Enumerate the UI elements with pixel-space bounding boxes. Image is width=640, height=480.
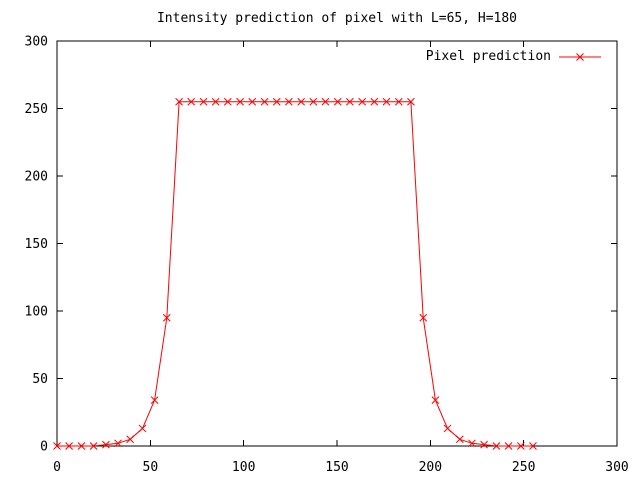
data-point-marker <box>150 396 159 404</box>
data-point-marker <box>321 97 330 106</box>
data-point-marker <box>175 97 183 106</box>
y-axis-tick-label: 50 <box>32 372 48 387</box>
y-axis-tick-label: 300 <box>25 35 48 50</box>
data-point-marker <box>77 442 86 450</box>
x-axis-tick-label: 200 <box>419 460 442 475</box>
y-axis-tick-label: 100 <box>25 305 48 320</box>
data-point-marker <box>407 97 415 106</box>
data-point-marker <box>126 435 135 444</box>
data-point-marker <box>370 97 379 106</box>
data-point-marker <box>162 313 171 322</box>
data-point-marker <box>65 442 73 450</box>
data-point-marker <box>284 97 293 106</box>
data-point-marker <box>114 439 122 448</box>
legend-label: Pixel prediction <box>425 49 551 64</box>
data-point-marker <box>309 97 318 106</box>
data-point-marker <box>346 97 354 106</box>
data-point-marker <box>443 424 452 433</box>
legend-x-marker-icon <box>576 53 584 61</box>
data-point-marker <box>419 313 428 322</box>
data-point-marker <box>248 97 257 106</box>
data-point-marker <box>138 424 147 433</box>
x-axis-tick-label: 300 <box>605 460 628 475</box>
legend-line-sample <box>559 53 601 61</box>
data-point-marker <box>297 97 306 106</box>
data-point-marker <box>455 435 464 444</box>
y-axis-tick-label: 200 <box>25 170 48 185</box>
data-point-marker <box>358 97 367 106</box>
data-point-marker <box>431 396 440 404</box>
data-point-marker <box>382 97 391 106</box>
data-point-marker <box>187 97 196 106</box>
data-point-marker <box>517 442 525 450</box>
legend: Pixel prediction <box>426 50 602 64</box>
data-point-marker <box>211 97 220 106</box>
y-axis-tick-label: 150 <box>25 237 48 252</box>
x-axis-tick-label: 0 <box>53 460 61 475</box>
x-axis-tick-label: 50 <box>143 460 159 475</box>
x-axis-tick-label: 100 <box>232 460 255 475</box>
data-point-marker <box>333 97 342 106</box>
data-point-marker <box>394 97 403 106</box>
series-line <box>57 101 533 447</box>
x-axis-tick-label: 150 <box>325 460 348 475</box>
data-point-marker <box>492 442 501 450</box>
data-point-marker <box>480 440 488 449</box>
y-axis-tick-label: 250 <box>25 102 48 117</box>
data-point-marker <box>260 97 269 106</box>
data-point-marker <box>529 442 537 450</box>
data-point-marker <box>272 97 281 106</box>
chart-title: Intensity prediction of pixel with L=65,… <box>156 11 518 26</box>
data-point-marker <box>89 442 98 450</box>
data-point-marker <box>102 440 110 449</box>
x-axis-tick-label: 250 <box>512 460 535 475</box>
data-point-marker <box>53 442 61 450</box>
data-point-marker <box>468 439 476 448</box>
data-point-marker <box>236 97 244 106</box>
data-point-marker <box>223 97 232 106</box>
data-point-marker <box>199 97 208 106</box>
data-point-marker <box>504 442 513 450</box>
y-axis-tick-label: 0 <box>40 440 48 455</box>
